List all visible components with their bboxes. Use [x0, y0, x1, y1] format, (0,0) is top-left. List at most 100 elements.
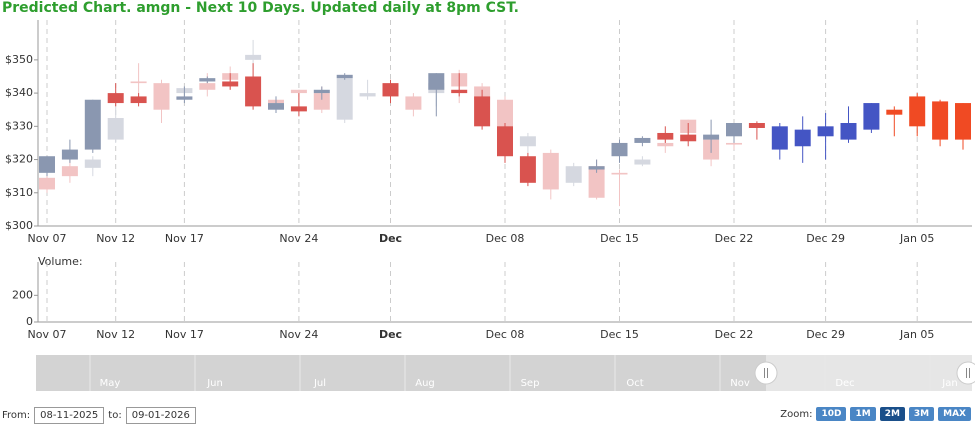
candle-body — [634, 137, 651, 143]
candle-body — [932, 101, 949, 140]
candle-body — [382, 83, 399, 97]
x-tick-label: Nov 24 — [279, 232, 318, 245]
candle-body — [771, 126, 788, 150]
candle-body — [519, 156, 536, 183]
candle-body — [703, 134, 720, 140]
volume-x-tick-label: Jan 05 — [899, 328, 934, 341]
navigator-label: Jan — [941, 378, 957, 389]
candle-body — [840, 123, 857, 140]
navigator-selection — [766, 355, 972, 391]
x-tick-label: Nov 12 — [96, 232, 135, 245]
candle-body — [130, 81, 147, 84]
x-tick-label: Jan 05 — [899, 232, 934, 245]
zoom: Zoom: 10D 1M 2M 3M MAX — [780, 407, 971, 421]
candle-body — [313, 89, 330, 94]
candle-body — [451, 89, 468, 94]
zoom-button[interactable]: 1M — [850, 407, 876, 421]
candle-body — [336, 74, 353, 79]
navigator-label: Dec — [835, 378, 854, 389]
navigator-label: Jun — [206, 378, 223, 389]
candle-body — [222, 81, 239, 87]
candle-body — [290, 106, 307, 112]
volume-x-tick-label: Nov 12 — [96, 328, 135, 341]
volume-x-tick-label: Nov 24 — [279, 328, 318, 341]
candle-body — [313, 93, 330, 110]
candle-body — [199, 83, 216, 90]
candle-body — [428, 73, 445, 90]
candle-body — [61, 149, 78, 160]
candle-body — [886, 109, 903, 115]
x-tick-label: Dec — [379, 232, 402, 245]
date-range: From: 08-11-2025 to: 09-01-2026 — [2, 407, 196, 424]
candle-body — [405, 96, 422, 110]
candle-body — [726, 123, 742, 137]
candle-body — [176, 96, 193, 100]
candle-body — [680, 134, 697, 142]
volume-label: Volume: — [38, 255, 83, 268]
candle-body — [290, 89, 307, 94]
candle-body — [657, 142, 674, 147]
to-label: to: — [108, 410, 122, 421]
from-input[interactable]: 08-11-2025 — [34, 407, 105, 424]
x-tick-label: Dec 29 — [806, 232, 845, 245]
x-tick-label: Nov 07 — [28, 232, 67, 245]
navigator-label: Sep — [521, 378, 540, 389]
candle-body — [748, 123, 765, 128]
candle-body — [519, 136, 536, 147]
volume-x-tick-label: Dec — [379, 328, 402, 341]
candle-body — [474, 96, 491, 127]
zoom-button[interactable]: 10D — [816, 407, 847, 421]
candle-body — [153, 83, 170, 110]
x-tick-label: Dec 08 — [486, 232, 525, 245]
candle-body — [863, 103, 880, 130]
candle-body — [611, 142, 628, 157]
y-tick-label: $320 — [5, 153, 33, 166]
candle-body — [497, 126, 513, 157]
volume-x-tick-label: Dec 15 — [600, 328, 639, 341]
candle-body — [565, 166, 582, 183]
chart: $300 $310 $320 $330 $340 $350 Volume: 0 200 Nov 0… — [5, 20, 975, 391]
candle-body — [909, 96, 926, 127]
candle-body — [268, 103, 284, 110]
candle-body — [61, 166, 78, 177]
navigator-label: Jul — [313, 378, 326, 389]
candle-body — [542, 152, 559, 190]
candle-body — [245, 76, 262, 107]
candle-body — [107, 118, 124, 140]
candle-body — [84, 159, 101, 168]
candle-body — [611, 172, 628, 175]
navigator-label: Nov — [730, 378, 750, 389]
title: Predicted Chart. amgn - Next 10 Days. Up… — [2, 0, 519, 16]
candle-body — [634, 159, 651, 165]
candle-body — [359, 93, 376, 97]
candle-body — [199, 78, 216, 82]
candle-body — [657, 132, 674, 140]
candle-body — [497, 99, 513, 133]
volume-y-tick-label: 200 — [12, 288, 33, 301]
zoom-button[interactable]: 2M — [879, 407, 905, 421]
zoom-button[interactable]: MAX — [938, 407, 971, 421]
y-tick-label: $330 — [5, 119, 33, 132]
candle-body — [794, 129, 811, 147]
candle-body — [245, 54, 262, 60]
navigator-handle[interactable] — [754, 361, 778, 385]
navigator-label: Oct — [626, 378, 643, 389]
candle-body — [130, 96, 147, 104]
volume-x-tick-label: Nov 07 — [28, 328, 67, 341]
x-tick-label: Dec 22 — [715, 232, 754, 245]
y-tick-label: $300 — [5, 219, 33, 232]
from-label: From: — [2, 410, 31, 421]
volume-x-tick-label: Dec 22 — [715, 328, 754, 341]
zoom-button[interactable]: 3M — [908, 407, 935, 421]
volume-x-tick-label: Dec 29 — [806, 328, 845, 341]
navigator-label: Aug — [415, 378, 435, 389]
volume-x-tick-label: Dec 08 — [486, 328, 525, 341]
candle-body — [107, 93, 124, 104]
candle-body — [336, 78, 353, 120]
x-tick-label: Dec 15 — [600, 232, 639, 245]
x-tick-label: Nov 17 — [165, 232, 204, 245]
volume-y-tick-label: 0 — [26, 315, 33, 328]
navigator-label: May — [100, 378, 121, 389]
to-input[interactable]: 09-01-2026 — [125, 407, 196, 424]
